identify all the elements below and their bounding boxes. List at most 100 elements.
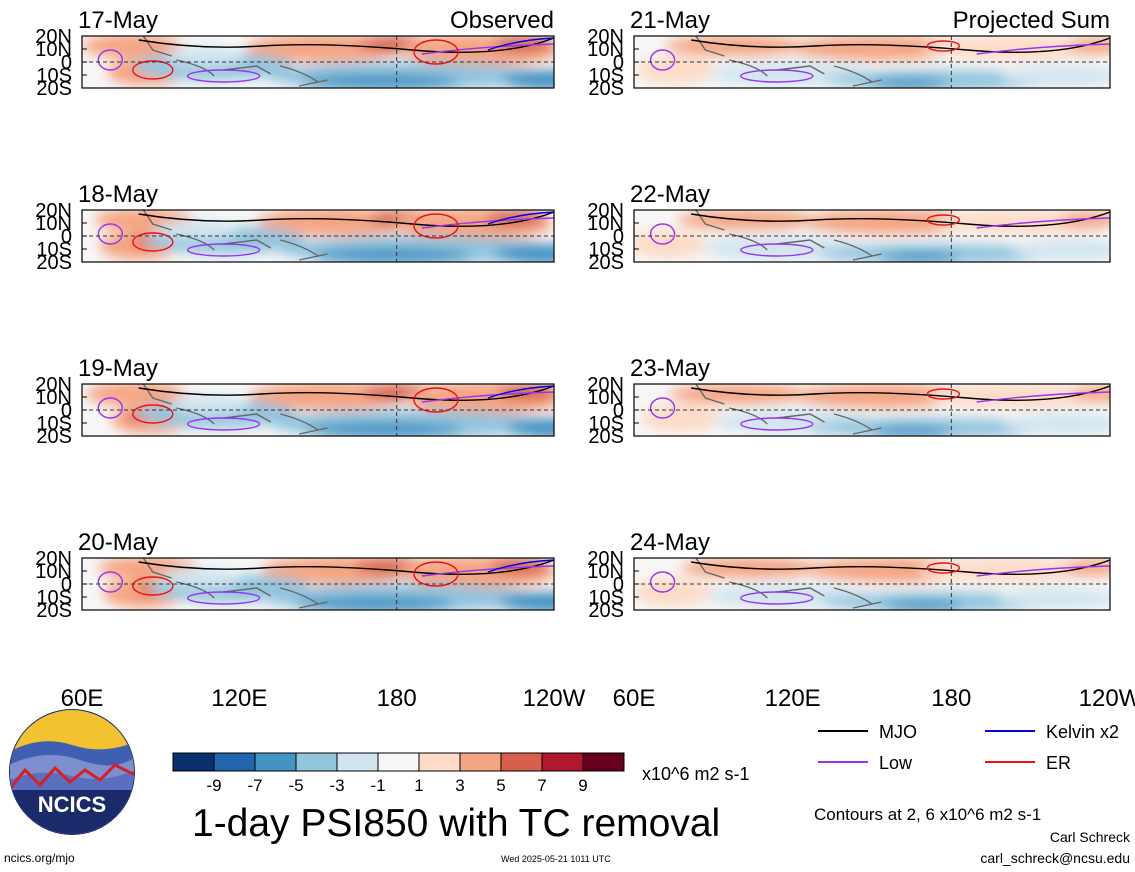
contour-note: Contours at 2, 6 x10^6 m2 s-1 (814, 805, 1041, 824)
lat-tick-label: 10N (587, 561, 624, 583)
er-contour (413, 39, 459, 65)
observed-title: Observed (450, 7, 554, 34)
anomaly-shading (634, 578, 713, 606)
anomaly-shading (295, 596, 455, 610)
panel-date: 19-May (78, 355, 158, 382)
mjo-contour (691, 385, 1110, 401)
anomaly-shading (506, 418, 554, 436)
legend-label: MJO (879, 722, 917, 742)
anomaly-shading (871, 426, 952, 436)
colorbar-swatch (459, 752, 502, 772)
anomaly-shading (919, 558, 1100, 582)
main-title: 1-day PSI850 with TC removal (192, 802, 720, 845)
kelvin-contour (487, 211, 554, 225)
colorbar-tick: -5 (288, 776, 303, 795)
er-contour (132, 232, 174, 252)
low-contour (421, 217, 554, 229)
lat-tick-label: 20N (587, 374, 624, 396)
lon-tick-label: 120W (523, 685, 586, 712)
map-panel (633, 35, 1111, 89)
kelvin-contour (487, 385, 554, 399)
mjo-contour (138, 211, 554, 227)
kelvin-contour (487, 559, 554, 573)
low-contour (649, 223, 676, 245)
lat-tick-label: 20S (588, 252, 624, 274)
er-contour (926, 388, 961, 400)
map-panel (81, 35, 555, 89)
colorbar-swatch (295, 752, 338, 772)
colorbar-tick: 1 (414, 776, 423, 795)
lon-tick-label: 120E (211, 685, 267, 712)
low-contour (186, 591, 261, 605)
lat-tick-label: 20S (36, 426, 72, 448)
lon-tick-label: 60E (613, 685, 656, 712)
low-contour (976, 217, 1110, 229)
lat-tick-label: 0 (613, 226, 624, 248)
lat-tick-label: 10N (35, 387, 72, 409)
colorbar-tick: 3 (455, 776, 464, 795)
panel-date: 18-May (78, 181, 158, 208)
lat-tick-label: 20S (588, 78, 624, 100)
lat-tick-label: 10S (588, 239, 624, 261)
lat-tick-label: 0 (61, 574, 72, 596)
lat-tick-label: 20S (36, 252, 72, 274)
projected-sum-title: Projected Sum (953, 7, 1110, 34)
map-panel (633, 557, 1111, 611)
anomaly-shading (1001, 66, 1110, 86)
coastline (142, 558, 328, 609)
map-panel (633, 383, 1111, 437)
lat-tick-label: 20S (36, 78, 72, 100)
lat-tick-label: 10N (35, 561, 72, 583)
anomaly-shading (1005, 414, 1110, 434)
lat-tick-label: 0 (613, 574, 624, 596)
lon-tick-label: 60E (61, 685, 104, 712)
low-contour (97, 49, 124, 71)
lat-tick-label: 10S (588, 413, 624, 435)
er-contour (926, 562, 961, 574)
mjo-contour (138, 385, 554, 401)
panel-date: 24-May (630, 529, 710, 556)
low-contour (186, 417, 261, 431)
lat-tick-label: 20N (587, 26, 624, 48)
panel-date: 23-May (630, 355, 710, 382)
ncics-logo: NCICS (9, 709, 135, 835)
mjo-contour (138, 559, 554, 575)
logo-text: NCICS (38, 792, 106, 817)
anomaly-shading (923, 36, 1104, 60)
anomaly-shading (927, 384, 1108, 408)
anomaly-shading (311, 248, 471, 262)
colorbar-swatch (500, 752, 543, 772)
anomaly-shading (867, 78, 948, 88)
anomaly-shading (793, 384, 974, 408)
lat-tick-label: 10N (587, 213, 624, 235)
coastline (695, 36, 882, 87)
legend-label: Low (879, 753, 913, 773)
colorbar-tick: -7 (247, 776, 262, 795)
er-contour (413, 213, 459, 239)
low-contour (421, 391, 554, 403)
panel-date: 17-May (78, 7, 158, 34)
legend-label: Kelvin x2 (1046, 722, 1119, 742)
low-contour (740, 69, 814, 83)
mjo-contour (691, 211, 1110, 227)
colorbar-tick: 7 (537, 776, 546, 795)
legend-label: ER (1046, 753, 1071, 773)
low-contour (421, 43, 554, 55)
kelvin-contour (487, 37, 554, 51)
panel-date: 22-May (630, 181, 710, 208)
low-contour (976, 391, 1110, 403)
panel-date: 21-May (630, 7, 710, 34)
colorbar-units: x10^6 m2 s-1 (642, 764, 750, 784)
lat-tick-label: 0 (61, 400, 72, 422)
colorbar-swatch (582, 752, 625, 772)
anomaly-shading (502, 70, 554, 88)
anomaly-shading (494, 36, 554, 52)
colorbar-tick: -9 (206, 776, 221, 795)
lat-tick-label: 20S (588, 426, 624, 448)
low-contour (97, 223, 124, 245)
anomaly-shading (1013, 240, 1110, 260)
lat-tick-label: 10S (588, 65, 624, 87)
lat-tick-label: 10S (36, 413, 72, 435)
lat-tick-label: 20N (35, 374, 72, 396)
